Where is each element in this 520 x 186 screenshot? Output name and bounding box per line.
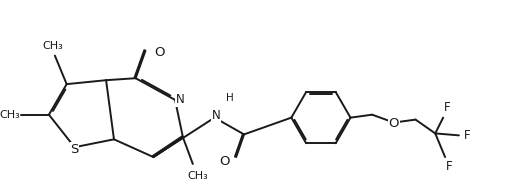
Text: O: O <box>388 117 399 130</box>
Text: O: O <box>154 46 164 59</box>
Text: F: F <box>463 129 470 142</box>
Text: H: H <box>226 93 234 103</box>
Text: N: N <box>176 93 185 106</box>
Text: N: N <box>212 109 221 122</box>
Text: CH₃: CH₃ <box>187 171 208 181</box>
Text: CH₃: CH₃ <box>0 110 20 120</box>
Text: S: S <box>70 143 79 156</box>
Text: CH₃: CH₃ <box>43 41 63 51</box>
Text: O: O <box>219 155 230 168</box>
Text: F: F <box>446 160 452 173</box>
Text: F: F <box>444 101 450 114</box>
